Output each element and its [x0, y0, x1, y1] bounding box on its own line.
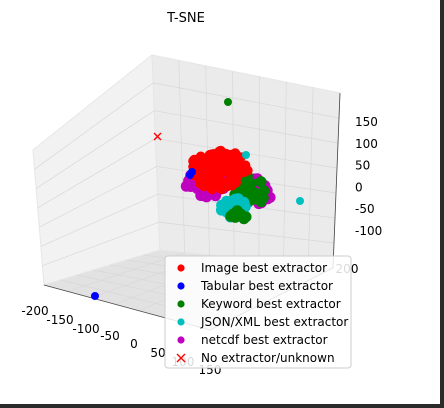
chart-title: T-SNE: [166, 11, 205, 26]
z-tick-label: 0: [355, 180, 363, 194]
legend-entry: JSON/XML best extractor: [177, 315, 348, 329]
data-point: [91, 292, 99, 300]
data-point: [225, 173, 236, 184]
legend: Image best extractor Tabular best extract…: [164, 255, 352, 369]
data-point: [186, 171, 194, 179]
data-point: [255, 196, 267, 208]
data-point: [185, 178, 197, 190]
legend-entry: netcdf best extractor: [177, 333, 328, 347]
legend-marker: [177, 282, 185, 290]
data-point: [242, 151, 250, 159]
left-pane-gridline: [37, 138, 156, 209]
data-point: [206, 151, 217, 162]
legend-marker-x: [176, 353, 186, 363]
back-pane-gridline: [153, 82, 340, 119]
data-point: [256, 187, 268, 199]
legend-marker: [177, 264, 185, 272]
left-pane-gridline: [34, 82, 154, 170]
legend-entry: Keyword best extractor: [177, 297, 341, 311]
x-tick-label: 0: [130, 337, 138, 351]
legend-marker: [177, 318, 185, 326]
unknown-point-marker: [153, 132, 162, 141]
back-pane-gridline: [307, 87, 314, 266]
back-pane-gridline: [283, 82, 287, 263]
back-pane-gridline: [258, 76, 260, 261]
left-pane-gridline: [39, 166, 157, 228]
x-tick-label: -100: [72, 322, 99, 336]
data-point: [208, 165, 219, 176]
legend-marker: [177, 336, 185, 344]
x-tick-label: -150: [46, 313, 73, 327]
x-tick-label: -200: [21, 304, 48, 318]
left-pane-gridline: [35, 110, 155, 189]
z-tick-label: -50: [355, 202, 375, 216]
left-pane-gridline: [40, 193, 158, 247]
data-point: [227, 180, 237, 191]
legend-entry: Image best extractor: [177, 261, 327, 275]
legend-label: Keyword best extractor: [201, 297, 341, 311]
legend-label: Tabular best extractor: [200, 279, 333, 293]
z-tick-label: 150: [355, 115, 378, 129]
data-point: [231, 205, 243, 217]
back-pane-gridline: [178, 60, 186, 253]
back-pane-gridline: [154, 110, 339, 144]
x-tick-label: -50: [100, 329, 120, 343]
legend-label: netcdf best extractor: [201, 333, 328, 347]
data-point: [255, 176, 267, 188]
x-tick-label: 50: [150, 346, 165, 360]
z-tick-label: -100: [355, 224, 382, 238]
z-tick-label: 100: [355, 137, 378, 151]
legend-label: No extractor/unknown: [201, 351, 335, 365]
data-point: [197, 190, 208, 202]
data-point: [224, 98, 232, 106]
data-point: [235, 167, 246, 178]
data-points: [91, 98, 304, 300]
back-pane-gridline: [158, 221, 335, 244]
legend-label: Image best extractor: [201, 261, 327, 275]
legend-marker: [177, 300, 185, 308]
data-point: [296, 197, 304, 205]
left-pane: [32, 53, 161, 286]
data-point: [207, 184, 218, 195]
data-point: [231, 154, 242, 165]
data-point: [195, 167, 206, 178]
data-point: [197, 155, 208, 166]
legend-frame: [164, 255, 352, 369]
left-pane-gridline: [42, 221, 159, 267]
legend-entry: No extractor/unknown: [176, 351, 335, 365]
z-axis-line: [332, 92, 341, 269]
legend-label: JSON/XML best extractor: [200, 315, 348, 329]
legend-entry: Tabular best extractor: [177, 279, 333, 293]
z-tick-label: 50: [355, 159, 370, 173]
data-point: [214, 178, 225, 189]
